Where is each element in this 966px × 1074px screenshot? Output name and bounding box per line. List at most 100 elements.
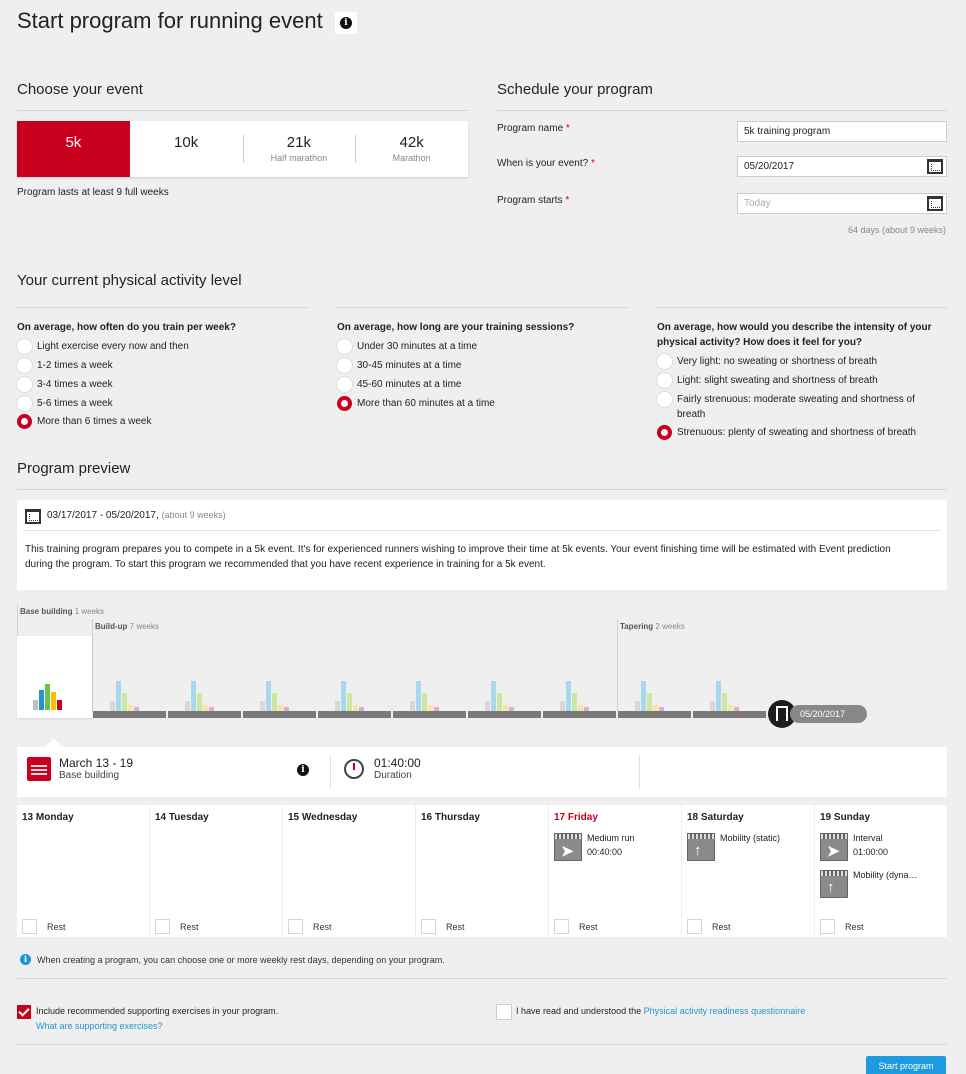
radio-button[interactable]	[337, 358, 352, 373]
radio-button[interactable]	[17, 339, 32, 354]
week-track[interactable]	[618, 711, 691, 718]
radio-button-selected[interactable]	[657, 425, 672, 440]
rest-checkbox[interactable]	[289, 920, 302, 933]
radio-button[interactable]	[657, 373, 672, 388]
intensity-option[interactable]: Light: slight sweating and shortness of …	[657, 373, 878, 388]
rest-day-toggle[interactable]: Rest	[688, 920, 731, 933]
week-track[interactable]	[468, 711, 541, 718]
frequency-option[interactable]: More than 6 times a week	[17, 414, 152, 429]
tab-10k[interactable]: 10k	[174, 134, 199, 151]
info-button[interactable]: i	[335, 12, 357, 34]
divider	[17, 489, 947, 490]
activity-bar	[191, 681, 196, 711]
week-track[interactable]	[543, 711, 616, 718]
radio-button-selected[interactable]	[17, 414, 32, 429]
calendar-list-icon	[27, 757, 51, 781]
phase-divider	[17, 604, 18, 636]
day-label: 19 Sunday	[820, 812, 871, 823]
activity-bar	[134, 707, 139, 711]
event-date-input[interactable]: 05/20/2017	[737, 156, 947, 177]
intensity-option[interactable]: Very light: no sweating or shortness of …	[657, 354, 877, 369]
support-exercises-link[interactable]: What are supporting exercises?	[36, 1021, 163, 1031]
week-pointer	[45, 739, 63, 747]
radio-button[interactable]	[337, 339, 352, 354]
program-name-input[interactable]: 5k training program	[737, 121, 947, 142]
workout-item[interactable]: Mobility (static)	[720, 831, 780, 845]
start-program-button[interactable]: Start program	[866, 1056, 946, 1074]
duration-option[interactable]: 45-60 minutes at a time	[337, 377, 462, 392]
workout-item[interactable]: Mobility (dyna…	[853, 868, 918, 882]
frequency-option[interactable]: 1-2 times a week	[17, 358, 113, 373]
radio-button[interactable]	[17, 358, 32, 373]
calendar-icon	[25, 509, 41, 524]
info-icon[interactable]: i	[297, 764, 309, 776]
intensity-option[interactable]: Strenuous: plenty of sweating and shortn…	[657, 425, 916, 440]
rest-day-toggle[interactable]: Rest	[289, 920, 332, 933]
activity-bar	[45, 684, 50, 710]
rest-day-toggle[interactable]: Rest	[821, 920, 864, 933]
week-track[interactable]	[318, 711, 391, 718]
program-start-input[interactable]: Today	[737, 193, 947, 214]
rest-checkbox[interactable]	[422, 920, 435, 933]
program-description: This training program prepares you to co…	[25, 544, 891, 570]
workout-name: Medium run	[587, 833, 635, 843]
support-exercises-checkbox[interactable]	[17, 1005, 31, 1019]
rest-day-toggle[interactable]: Rest	[422, 920, 465, 933]
rest-checkbox[interactable]	[688, 920, 701, 933]
week-track[interactable]	[93, 711, 166, 718]
radio-button[interactable]	[17, 377, 32, 392]
rest-checkbox[interactable]	[555, 920, 568, 933]
running-icon[interactable]: ➤	[820, 833, 848, 861]
tab-5k[interactable]: 5k	[17, 121, 130, 177]
radio-button[interactable]	[337, 377, 352, 392]
day-label: 14 Tuesday	[155, 812, 209, 823]
duration-option[interactable]: 30-45 minutes at a time	[337, 358, 462, 373]
rest-label: Rest	[313, 921, 332, 932]
frequency-option[interactable]: 3-4 times a week	[17, 377, 113, 392]
workout-item[interactable]: Medium run 00:40:00	[587, 831, 635, 859]
calendar-icon[interactable]	[927, 159, 943, 174]
week-track[interactable]	[693, 711, 766, 718]
workout-name: Mobility (static)	[720, 833, 781, 843]
day-label: 17 Friday	[554, 812, 598, 823]
radio-button-selected[interactable]	[337, 396, 352, 411]
frequency-option[interactable]: Light exercise every now and then	[17, 339, 189, 354]
duration-option[interactable]: Under 30 minutes at a time	[337, 339, 477, 354]
intensity-option[interactable]: Fairly strenuous: moderate sweating and …	[657, 392, 915, 422]
radio-button[interactable]	[657, 392, 672, 407]
duration-option[interactable]: More than 60 minutes at a time	[337, 396, 495, 411]
activity-bar	[641, 681, 646, 711]
day-label: 15 Wednesday	[288, 812, 358, 823]
phase-base-building: Base building 1 weeks	[20, 607, 105, 616]
rest-checkbox[interactable]	[23, 920, 36, 933]
rest-day-toggle[interactable]: Rest	[555, 920, 598, 933]
rest-day-toggle[interactable]: Rest	[23, 920, 66, 933]
rest-checkbox[interactable]	[156, 920, 169, 933]
week-track[interactable]	[243, 711, 316, 718]
activity-bar	[653, 705, 658, 711]
workout-item[interactable]: Interval 01:00:00	[853, 831, 888, 859]
activity-bar	[347, 693, 352, 711]
week-track[interactable]	[168, 711, 241, 718]
week-track[interactable]	[393, 711, 466, 718]
frequency-option[interactable]: 5-6 times a week	[17, 396, 113, 411]
radio-button[interactable]	[657, 354, 672, 369]
calendar-icon[interactable]	[927, 196, 943, 211]
activity-bar	[39, 690, 44, 710]
tab-42k[interactable]: 42k Marathon	[355, 121, 468, 177]
divider	[23, 530, 941, 531]
phase-build-up: Build-up 7 weeks	[95, 622, 160, 631]
schedule-heading: Schedule your program	[497, 81, 653, 98]
tab-21k[interactable]: 21k Half marathon	[242, 121, 356, 177]
activity-bar	[647, 693, 652, 711]
stretching-icon[interactable]: ↑	[820, 870, 848, 898]
activity-bar	[57, 700, 62, 710]
par-q-label: I have read and understood the Physical …	[516, 1006, 806, 1016]
rest-day-toggle[interactable]: Rest	[156, 920, 199, 933]
radio-button[interactable]	[17, 396, 32, 411]
stretching-icon[interactable]: ↑	[687, 833, 715, 861]
par-q-link[interactable]: Physical activity readiness questionnair…	[643, 1006, 806, 1016]
par-q-checkbox[interactable]	[497, 1005, 511, 1019]
running-icon[interactable]: ➤	[554, 833, 582, 861]
rest-checkbox[interactable]	[821, 920, 834, 933]
